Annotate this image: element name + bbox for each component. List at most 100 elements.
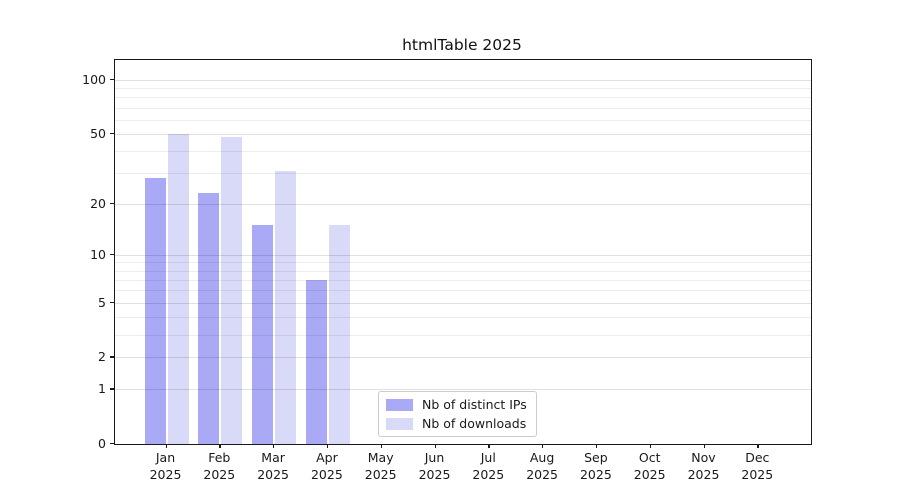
gridline-minor-60	[115, 119, 811, 121]
y-tick-label-20: 20	[90, 195, 106, 211]
x-tick-year: 2025	[418, 466, 451, 482]
x-tick-label-oct: Oct 2025	[618, 450, 682, 483]
gridline-major-5	[115, 302, 811, 304]
gridline-minor-70	[115, 107, 811, 109]
y-tick-mark-100	[110, 78, 114, 81]
legend-swatch-distinct-ips-icon	[386, 398, 413, 411]
bar-downloads-feb	[221, 136, 243, 444]
x-tick-label-feb: Feb 2025	[187, 450, 251, 483]
gridline-minor-3	[115, 334, 811, 336]
gridline-minor-8	[115, 270, 811, 272]
x-tick-mark-aug	[542, 444, 544, 448]
x-tick-mark-oct	[649, 444, 651, 448]
x-tick-mark-jul	[488, 444, 490, 448]
gridline-minor-90	[115, 88, 811, 90]
x-tick-year: 2025	[579, 466, 612, 482]
x-tick-label-aug: Aug 2025	[510, 450, 574, 483]
y-tick-mark-50	[110, 132, 114, 135]
x-tick-year: 2025	[364, 466, 397, 482]
gridline-minor-80	[115, 97, 811, 99]
gridline-major-2	[115, 357, 811, 359]
x-tick-year: 2025	[741, 466, 774, 482]
y-tick-mark-10	[110, 253, 114, 256]
x-tick-label-sep: Sep 2025	[564, 450, 628, 483]
x-tick-year: 2025	[687, 466, 720, 482]
x-tick-label-nov: Nov 2025	[672, 450, 736, 483]
x-tick-month: Jan	[155, 450, 176, 465]
x-tick-year: 2025	[633, 466, 666, 482]
bar-downloads-jan	[167, 133, 189, 444]
x-tick-label-dec: Dec 2025	[725, 450, 789, 483]
bar-ips-mar	[252, 225, 274, 444]
y-tick-label-50: 50	[90, 125, 106, 141]
chart-title: htmlTable 2025	[402, 36, 522, 54]
gridline-minor-4	[115, 317, 811, 319]
x-tick-mark-sep	[595, 444, 598, 448]
x-tick-year: 2025	[149, 466, 182, 482]
y-tick-label-0: 0	[98, 435, 106, 451]
y-tick-label-5: 5	[98, 294, 106, 310]
x-tick-month: Sep	[584, 450, 608, 465]
y-tick-mark-5	[110, 301, 114, 303]
x-tick-month: Dec	[745, 450, 770, 465]
y-tick-mark-20	[110, 202, 114, 205]
y-tick-mark-2	[110, 356, 114, 358]
x-tick-mark-mar	[273, 444, 275, 448]
x-tick-label-mar: Mar 2025	[241, 450, 305, 483]
gridline-minor-40	[115, 151, 811, 153]
gridline-major-1	[115, 389, 811, 391]
gridline-major-10	[115, 254, 811, 256]
x-tick-year: 2025	[257, 466, 289, 482]
x-tick-month: Oct	[638, 450, 661, 465]
x-tick-mark-nov	[703, 444, 705, 448]
gridline-minor-7	[115, 279, 811, 281]
bar-ips-feb	[198, 193, 220, 444]
legend-swatch-downloads-icon	[386, 417, 413, 430]
y-tick-label-2: 2	[98, 349, 106, 365]
gridline-minor-30	[115, 173, 811, 175]
bar-ips-apr	[305, 279, 327, 444]
plot-area	[114, 59, 812, 445]
legend-label-downloads: Nb of downloads	[422, 416, 527, 431]
y-tick-mark-0	[110, 443, 114, 445]
gridline-minor-9	[115, 262, 811, 264]
y-tick-label-10: 10	[90, 246, 106, 262]
x-tick-mark-dec	[757, 444, 759, 448]
y-tick-mark-1	[110, 388, 114, 390]
x-tick-label-jun: Jun 2025	[403, 450, 467, 483]
x-tick-mark-jun	[434, 444, 436, 448]
gridline-major-50	[115, 133, 811, 135]
x-tick-month: Apr	[316, 450, 338, 465]
x-tick-month: Mar	[261, 450, 285, 465]
legend-item-downloads: Nb of downloads	[386, 416, 527, 431]
gridline-minor-6	[115, 290, 811, 292]
bar-downloads-mar	[275, 170, 297, 444]
bar-ips-jan	[144, 178, 166, 444]
x-tick-mark-feb	[219, 444, 221, 448]
x-tick-month: Feb	[208, 450, 231, 465]
x-tick-label-jan: Jan 2025	[134, 450, 198, 483]
gridline-major-100	[115, 79, 811, 81]
x-tick-mark-jan	[165, 444, 167, 448]
x-tick-month: May	[367, 450, 394, 465]
y-tick-label-100: 100	[82, 71, 106, 87]
x-tick-year: 2025	[526, 466, 558, 482]
x-tick-month: Aug	[529, 450, 555, 465]
legend-item-distinct-ips: Nb of distinct IPs	[386, 397, 527, 412]
x-tick-month: Nov	[691, 450, 716, 465]
legend: Nb of distinct IPs Nb of downloads	[378, 391, 537, 437]
x-tick-label-apr: Apr 2025	[295, 450, 359, 483]
x-tick-year: 2025	[203, 466, 236, 482]
x-tick-label-may: May 2025	[349, 450, 413, 483]
x-tick-month: Jul	[480, 450, 496, 465]
bar-downloads-apr	[328, 225, 350, 444]
x-tick-label-jul: Jul 2025	[456, 450, 520, 483]
legend-label-distinct-ips: Nb of distinct IPs	[422, 397, 527, 412]
x-tick-year: 2025	[472, 466, 505, 482]
y-tick-label-1: 1	[98, 381, 106, 397]
x-tick-year: 2025	[310, 466, 343, 482]
gridline-major-20	[115, 203, 811, 205]
x-tick-month: Jun	[424, 450, 445, 465]
x-tick-mark-may	[380, 444, 382, 448]
